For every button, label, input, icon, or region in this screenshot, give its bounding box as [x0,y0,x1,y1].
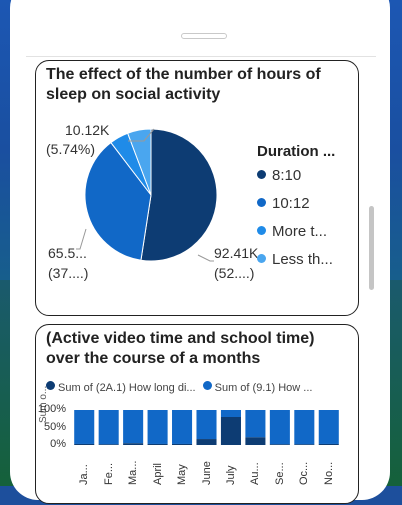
bar-series2-11[interactable] [318,410,339,444]
scrollbar-thumb[interactable] [369,206,374,290]
legend-label: Less th... [272,251,333,268]
bar-series2-2[interactable] [98,410,119,445]
pie-slice-1[interactable] [140,128,218,262]
legend-dot-icon [257,254,266,263]
bar-series1-9[interactable] [269,444,290,445]
legend-item-10-12[interactable]: 10:12 [257,195,310,212]
legend-item-less-than[interactable]: Less th... [257,251,333,268]
legend-label: 10:12 [272,195,310,212]
legend-label: Sum of (2A.1) How long di... [58,382,196,394]
x-axis-tick-label: July [224,465,237,485]
x-axis-tick-label: Ja... [78,464,91,485]
bar-series2-7[interactable] [220,410,241,417]
pie-chart-title: The effect of the number of hours of sle… [46,66,321,103]
bar-chart-card[interactable]: (Active video time and school time) over… [35,324,359,504]
bar-chart-title: (Active video time and school time) over… [46,330,315,367]
pie-legend-title: Duration ... [257,143,336,160]
y-axis-tick-label: 50% [43,420,66,433]
pie-slice-4[interactable] [127,128,152,196]
pie-leader-line [128,128,155,142]
phone-speaker [181,33,227,39]
bar-series2-1[interactable] [74,410,95,444]
legend-label: Sum of (9.1) How ... [214,382,313,394]
x-axis-tick-label: No... [322,461,335,485]
bar-legend: Sum of (2A.1) How long di... Sum of (9.1… [46,381,312,394]
legend-label: 8:10 [272,167,302,184]
pie-label-top-percent: (5.74%) [46,141,96,157]
legend-dot-icon [257,226,266,235]
bar-series2-9[interactable] [269,410,290,445]
bar-series1-3[interactable] [123,443,144,445]
x-axis-tick-label: Oc... [298,461,311,485]
bar-series2-8[interactable] [245,410,266,438]
pie-label-left-value: 65.5... [48,245,87,261]
pie-slice-2[interactable] [84,141,152,261]
pie-label-top-value: 10.12K [65,122,110,138]
bar-series1-5[interactable] [172,443,193,445]
legend-dot-icon [257,170,266,179]
bar-series2-4[interactable] [147,410,168,444]
pie-chart[interactable] [36,61,360,317]
x-axis-tick-label: Se... [273,462,286,485]
pie-label-left-percent: (37....) [48,265,89,281]
bar-series1-2[interactable] [98,444,119,445]
bar-series1-1[interactable] [74,443,95,445]
legend-dot-icon [46,381,55,390]
pie-chart-card[interactable]: The effect of the number of hours of sle… [35,60,359,316]
y-axis-tick-label: 0% [50,438,66,450]
legend-label: More t... [272,223,328,240]
bar-series1-10[interactable] [294,444,315,445]
bar-series2-10[interactable] [294,410,315,445]
pie-label-right-value: 92.41K [214,245,259,261]
legend-item-series1[interactable]: Sum of (2A.1) How long di... [46,381,196,394]
legend-item-8-10[interactable]: 8:10 [257,167,301,184]
x-axis-tick-label: Ma... [127,460,140,485]
y-axis-tick-label: 100% [37,403,66,415]
pie-label-right-percent: (52....) [214,265,255,281]
x-axis-tick-label: Au... [249,462,262,485]
legend-item-more-than[interactable]: More t... [257,223,327,240]
pie-leader-line [76,228,87,250]
screen-divider [26,56,376,57]
bar-series2-5[interactable] [172,410,193,444]
bar-series1-11[interactable] [318,443,339,445]
bar-series1-6[interactable] [196,439,217,445]
legend-item-series2[interactable]: Sum of (9.1) How ... [202,381,313,394]
pie-leader-line [197,254,214,262]
bar-series1-7[interactable] [220,417,241,445]
x-axis-tick-label: May [176,464,189,485]
legend-dot-icon [202,381,212,390]
bar-series1-4[interactable] [147,443,168,445]
stacked-bar-chart[interactable] [36,325,360,505]
bar-series2-6[interactable] [196,410,217,440]
x-axis-tick-label: Fe... [102,462,115,485]
x-axis-tick-label: June [200,461,213,485]
legend-dot-icon [257,198,266,207]
x-axis-tick-label: April [151,462,164,485]
bar-series2-3[interactable] [123,410,144,444]
bar-series1-8[interactable] [245,437,266,445]
